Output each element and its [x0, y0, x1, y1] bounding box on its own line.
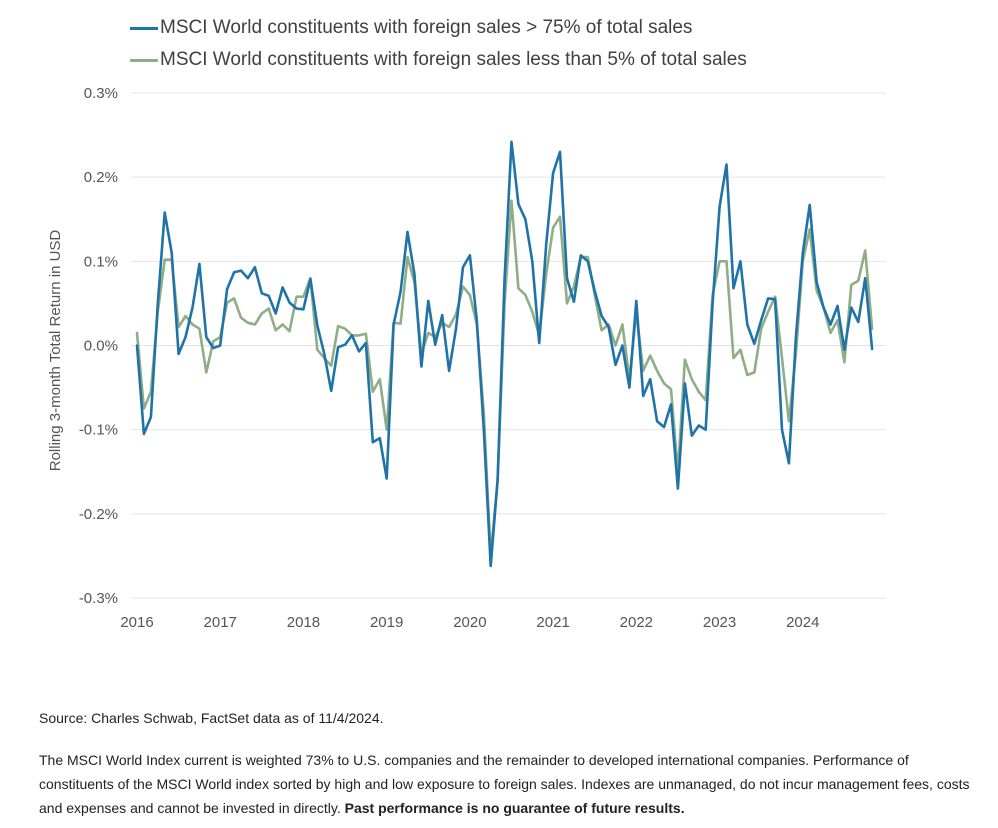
x-tick-label: 2016 — [120, 614, 153, 631]
y-tick-label: 0.2% — [84, 169, 118, 186]
footnote-text: The MSCI World Index current is weighted… — [39, 752, 970, 816]
line-chart: 0.3% 0.2% 0.1% 0.0% -0.1% -0.2% -0.3%2016 2017 2… — [47, 85, 886, 631]
performance-disclaimer: Past performance is no guarantee of futu… — [344, 800, 685, 816]
legend-label-low-foreign: MSCI World constituents with foreign sal… — [160, 49, 747, 70]
x-tick-label: 2017 — [204, 614, 237, 631]
y-axis-title: Rolling 3-month Total Return in USD — [47, 230, 64, 472]
legend-item-high-foreign: MSCI World constituents with foreign sal… — [130, 15, 692, 41]
footnote: The MSCI World Index current is weighted… — [39, 748, 979, 820]
legend-label-high-foreign: MSCI World constituents with foreign sal… — [160, 17, 693, 38]
y-tick-label: -0.1% — [79, 422, 118, 439]
x-tick-label: 2022 — [620, 614, 653, 631]
y-tick-label: 0.3% — [84, 85, 118, 102]
series-line-high-foreign — [135, 140, 874, 568]
x-tick-label: 2023 — [703, 614, 736, 631]
legend-swatch-low-foreign — [130, 58, 158, 62]
x-tick-label: 2019 — [370, 614, 403, 631]
x-tick-label: 2018 — [287, 614, 320, 631]
source-note: Source: Charles Schwab, FactSet data as … — [39, 710, 384, 726]
y-tick-label: -0.3% — [79, 590, 118, 607]
x-tick-label: 2020 — [453, 614, 486, 631]
x-tick-label: 2021 — [536, 614, 569, 631]
y-tick-label: -0.2% — [79, 506, 118, 523]
y-tick-label: 0.0% — [84, 338, 118, 355]
y-tick-label: 0.1% — [84, 253, 118, 270]
legend-swatch-high-foreign — [130, 26, 158, 30]
x-tick-label: 2024 — [786, 614, 819, 631]
legend-item-low-foreign: MSCI World constituents with foreign sal… — [130, 47, 747, 73]
